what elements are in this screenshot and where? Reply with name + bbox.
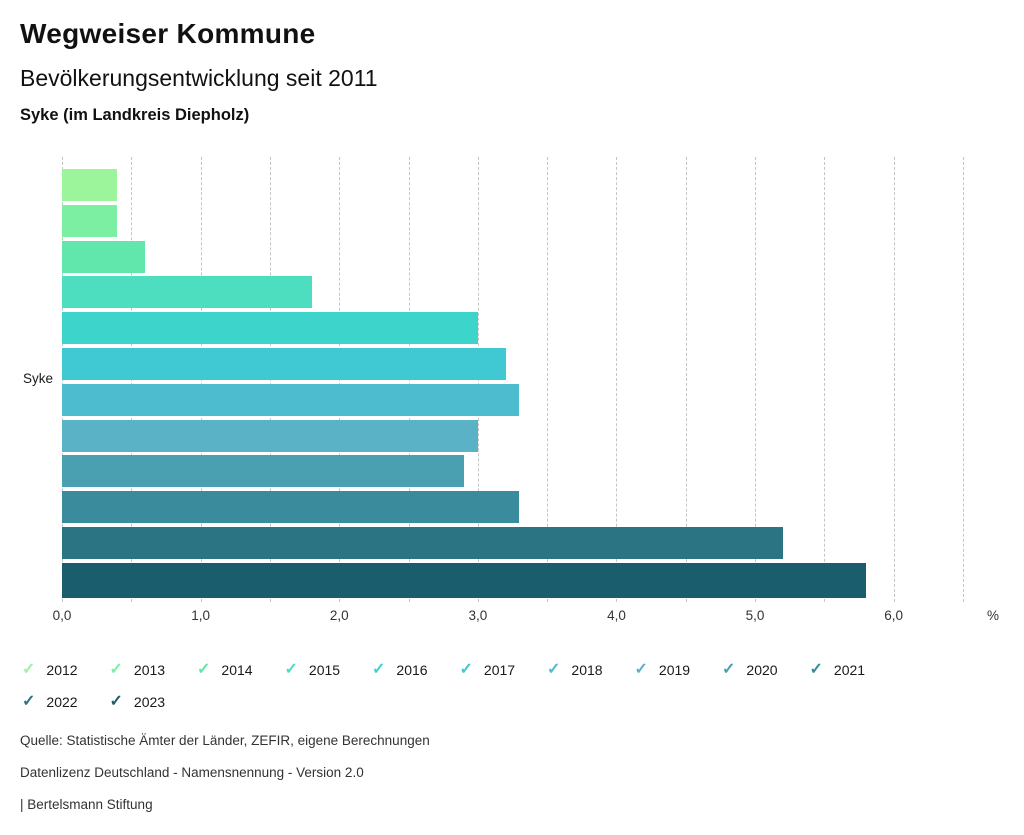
chart-title: Bevölkerungsentwicklung seit 2011 [20,65,378,91]
legend-year-label: 2012 [46,662,78,678]
chart-location: Syke (im Landkreis Diepholz) [20,106,250,124]
check-icon: ✓ [372,661,386,678]
gridline [824,157,826,602]
legend-item-2023[interactable]: ✓ 2023 [110,686,198,718]
x-tick-label-6,0: 6,0 [884,608,904,623]
check-icon: ✓ [634,661,648,678]
gridline [616,157,618,602]
check-icon: ✓ [22,661,36,678]
legend-item-2012[interactable]: ✓ 2012 [22,654,110,686]
legend-item-2018[interactable]: ✓ 2018 [547,654,635,686]
bar-2019[interactable] [62,419,478,452]
x-tick-label-0,0: 0,0 [52,608,72,623]
source-text: Quelle: Statistische Ämter der Länder, Z… [20,733,430,748]
check-icon: ✓ [109,661,123,678]
legend-item-2021[interactable]: ✓ 2021 [810,654,898,686]
gridline [547,157,549,602]
bar-2017[interactable] [62,348,506,380]
page-title: Wegweiser Kommune [20,18,316,49]
legend-year-label: 2020 [746,662,778,678]
footer: Quelle: Statistische Ämter der Länder, Z… [20,733,430,829]
check-icon: ✓ [547,661,561,678]
bar-2013[interactable] [62,204,118,237]
attribution-text: | Bertelsmann Stiftung [20,797,153,812]
check-icon: ✓ [809,661,823,678]
legend-year-label: 2021 [833,662,866,678]
gridline [685,157,687,602]
legend: ✓ 2012 ✓ 2013 ✓ 2014 ✓ 2015 ✓ 2016 ✓ 2017 ✓ 2018 ✓ 2019… [22,654,922,718]
legend-item-2017[interactable]: ✓ 2017 [460,654,548,686]
legend-item-2022[interactable]: ✓ 2022 [22,686,110,718]
bar-2020[interactable] [62,455,464,488]
legend-item-2015[interactable]: ✓ 2015 [285,654,373,686]
check-icon: ✓ [109,693,123,710]
legend-year-label: 2022 [46,694,78,710]
gridline [963,157,964,602]
check-icon: ✓ [284,661,298,678]
legend-item-2020[interactable]: ✓ 2020 [722,654,810,686]
bar-2018[interactable] [62,383,520,416]
x-tick-label-3,0: 3,0 [468,608,488,623]
bar-2023[interactable] [62,562,866,595]
x-tick-label-5,0: 5,0 [745,608,765,623]
bar-2014[interactable] [62,240,146,273]
check-icon: ✓ [459,661,473,678]
bar-2021[interactable] [62,491,520,524]
x-tick-label-4,0: 4,0 [607,608,626,623]
legend-item-2016[interactable]: ✓ 2016 [372,654,460,686]
legend-year-label: 2013 [133,662,166,678]
plot-area [62,155,964,602]
legend-item-2013[interactable]: ✓ 2013 [110,654,198,686]
legend-year-label: 2023 [133,694,166,710]
legend-item-2019[interactable]: ✓ 2019 [635,654,723,686]
x-tick-label-2,0: 2,0 [329,608,349,623]
check-icon: ✓ [197,661,211,678]
bar-chart: Syke % 0,0 1,0 2,0 3,0 4,0 5,0 6,0 [0,155,1024,635]
legend-year-label: 2014 [221,662,253,678]
legend-year-label: 2017 [483,662,516,678]
license-text: Datenlizenz Deutschland - Namensnennung … [20,765,364,780]
gridline [755,157,757,602]
legend-item-2014[interactable]: ✓ 2014 [197,654,285,686]
check-icon: ✓ [722,661,736,678]
header: Wegweiser Kommune Bevölkerungsentwicklun… [20,18,378,125]
x-tick-label-1,0: 1,0 [191,608,210,623]
legend-year-label: 2019 [658,662,691,678]
bar-2022[interactable] [62,527,783,559]
x-axis-unit-label: % [986,608,999,623]
x-axis-ticks: % 0,0 1,0 2,0 3,0 4,0 5,0 6,0 [53,608,1022,628]
gridline [893,157,895,602]
bar-2015[interactable] [62,276,312,309]
y-axis-label: Syke [22,371,53,386]
x-axis-line [62,595,866,598]
bar-2012[interactable] [62,169,118,201]
legend-year-label: 2018 [571,662,603,678]
legend-year-label: 2015 [308,662,341,678]
check-icon: ✓ [22,693,36,710]
bar-2016[interactable] [62,312,478,345]
legend-year-label: 2016 [396,662,428,678]
